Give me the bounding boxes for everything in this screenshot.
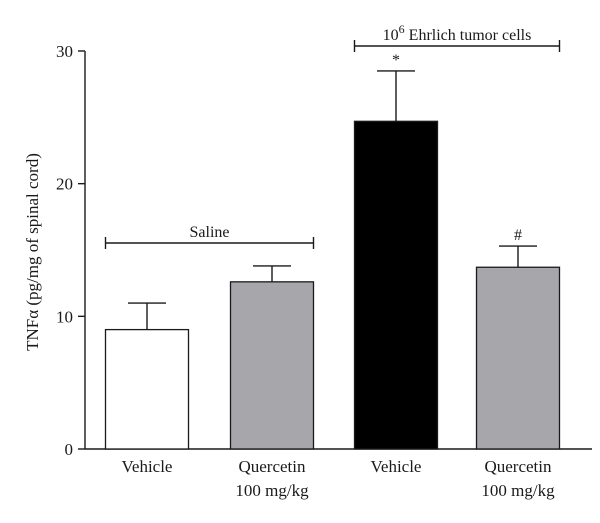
significance-mark: # [514,227,522,244]
error-bar [377,70,415,122]
bar [475,266,561,450]
y-tick-label: 20 [56,175,73,194]
x-tick-labels: Vehicle Quercetin 100 mg/kg Vehicle Querceti… [122,457,556,500]
x-tick-label: Vehicle [122,457,173,476]
group-label: 106 Ehrlich tumor cells [383,22,532,44]
x-tick-label: Quercetin 100 mg/kg [481,457,555,500]
y-tick-label: 10 [56,307,73,326]
bars-layer: *# [104,52,561,450]
significance-mark: * [392,52,400,69]
error-bar [128,302,166,330]
group-brackets: Saline 106 Ehrlich tumor cells [104,22,561,249]
bar [229,281,315,450]
error-bar [499,245,537,268]
x-tick-label: Vehicle [371,457,422,476]
group-bracket: Saline [104,224,315,249]
group-label: Saline [190,224,230,241]
error-bar [253,265,291,282]
y-tick-label: 30 [56,42,73,61]
group-bracket: 106 Ehrlich tumor cells [353,22,561,52]
bar [353,120,439,450]
y-tick-label: 0 [65,440,74,459]
bar [104,328,190,450]
y-axis-label: TNFα (pg/mg of spinal cord) [23,153,42,351]
x-tick-label: Quercetin 100 mg/kg [235,457,309,500]
